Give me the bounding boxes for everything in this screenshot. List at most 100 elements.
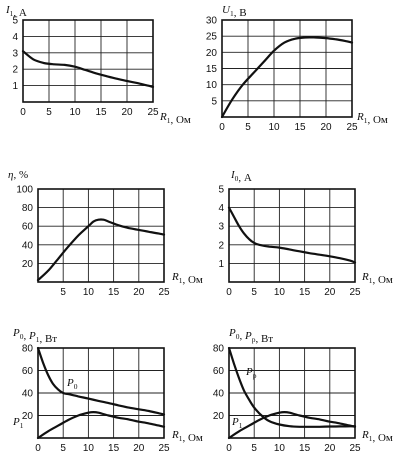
x-tick-label: 0 bbox=[20, 107, 26, 118]
symbol: P bbox=[244, 330, 252, 342]
symbol: P bbox=[228, 327, 236, 339]
subscript: p bbox=[252, 335, 256, 344]
x-tick-label: 5 bbox=[46, 107, 52, 118]
symbol: η bbox=[8, 169, 13, 181]
unit: , Вт bbox=[255, 333, 273, 345]
subscript: 1 bbox=[10, 9, 14, 18]
y-tick-label: 5 bbox=[218, 185, 224, 196]
x-tick-label: 20 bbox=[324, 443, 336, 454]
series-line-Pp bbox=[227, 346, 357, 428]
x-tick-label: 5 bbox=[60, 287, 66, 298]
y-axis-label: I1, А bbox=[5, 4, 27, 19]
y-axis-label: η, % bbox=[8, 169, 28, 181]
y-tick-label: 20 bbox=[22, 259, 34, 270]
x-tick-label: 10 bbox=[274, 287, 286, 298]
subscript: 1 bbox=[179, 434, 183, 443]
y-tick-label: 5 bbox=[211, 96, 217, 107]
y-tick-label: 80 bbox=[22, 203, 34, 214]
series-label: P1 bbox=[12, 416, 24, 430]
x-tick-label: 10 bbox=[274, 443, 286, 454]
x-axis-label: R1, Ом bbox=[361, 429, 393, 444]
symbol: P bbox=[12, 416, 20, 428]
x-tick-label: 0 bbox=[226, 287, 232, 298]
subscript: 1 bbox=[369, 276, 373, 285]
y-axis-label: P0, P1, Вт bbox=[12, 327, 57, 345]
series-line-1 bbox=[36, 218, 166, 282]
symbol: U bbox=[222, 4, 231, 16]
series-line-P1 bbox=[36, 411, 166, 440]
x-tick-label: 10 bbox=[268, 122, 280, 133]
plot-frame bbox=[37, 188, 165, 283]
plot-frame bbox=[221, 19, 353, 118]
plot-frame bbox=[37, 347, 165, 439]
x-tick-label: 15 bbox=[294, 122, 306, 133]
y-tick-label: 2 bbox=[12, 65, 18, 76]
unit: , А bbox=[13, 7, 27, 19]
x-tick-label: 25 bbox=[147, 107, 159, 118]
y-tick-label: 100 bbox=[16, 185, 33, 196]
y-tick-label: 60 bbox=[22, 222, 34, 233]
y-tick-label: 4 bbox=[12, 32, 18, 43]
unit: , Ом bbox=[182, 432, 202, 444]
x-tick-label: 20 bbox=[320, 122, 332, 133]
subscript: 0 bbox=[74, 382, 78, 391]
y-tick-label: 2 bbox=[218, 240, 224, 251]
x-axis-label: R1, Ом bbox=[171, 429, 203, 444]
symbol: R bbox=[356, 111, 364, 123]
plot-frame bbox=[22, 19, 154, 103]
y-tick-label: 1 bbox=[12, 81, 18, 92]
subscript: 0 bbox=[20, 332, 24, 341]
unit: , А bbox=[238, 172, 252, 184]
unit: , Ом bbox=[182, 274, 202, 286]
x-tick-label: 20 bbox=[324, 287, 336, 298]
symbol: I bbox=[5, 4, 11, 16]
subscript: 1 bbox=[364, 116, 368, 125]
symbol: P bbox=[66, 377, 74, 389]
x-tick-label: 0 bbox=[219, 122, 225, 133]
unit: , Ом bbox=[372, 274, 392, 286]
subscript: 0 bbox=[236, 332, 240, 341]
x-tick-label: 15 bbox=[299, 443, 311, 454]
x-tick-label: 5 bbox=[245, 122, 251, 133]
x-tick-label: 10 bbox=[83, 443, 95, 454]
unit: , bbox=[23, 330, 29, 342]
x-axis-label: R1, Ом bbox=[356, 111, 388, 126]
x-tick-label: 5 bbox=[60, 443, 66, 454]
y-tick-label: 80 bbox=[22, 344, 34, 355]
subscript: 1 bbox=[20, 421, 24, 430]
symbol: P bbox=[245, 366, 253, 378]
symbol: P bbox=[28, 330, 36, 342]
x-tick-label: 25 bbox=[158, 287, 170, 298]
symbol: R bbox=[171, 429, 179, 441]
subscript: 1 bbox=[167, 116, 171, 125]
y-tick-label: 20 bbox=[213, 411, 225, 422]
x-tick-label: 5 bbox=[251, 443, 257, 454]
subscript: 1 bbox=[239, 421, 243, 430]
y-tick-label: 20 bbox=[206, 48, 218, 59]
x-tick-label: 0 bbox=[226, 443, 232, 454]
series-line-1 bbox=[220, 36, 354, 119]
x-axis-label: R1, Ом bbox=[159, 111, 191, 126]
symbol: R bbox=[159, 111, 167, 123]
plot-frame bbox=[228, 188, 356, 283]
x-tick-label: 25 bbox=[346, 122, 358, 133]
series-line-P0 bbox=[36, 346, 166, 416]
unit: , Ом bbox=[367, 114, 387, 126]
subscript: p bbox=[253, 371, 257, 380]
y-axis-label: I0, А bbox=[230, 169, 252, 184]
y-tick-label: 30 bbox=[206, 16, 218, 27]
series-line-1 bbox=[21, 50, 155, 88]
y-tick-label: 40 bbox=[213, 389, 225, 400]
x-tick-label: 25 bbox=[158, 443, 170, 454]
y-tick-label: 60 bbox=[22, 366, 34, 377]
y-tick-label: 4 bbox=[218, 203, 224, 214]
unit: , Ом bbox=[170, 114, 190, 126]
unit: , bbox=[239, 330, 245, 342]
y-tick-label: 15 bbox=[206, 64, 218, 75]
symbol: R bbox=[361, 429, 369, 441]
x-tick-label: 25 bbox=[349, 443, 361, 454]
